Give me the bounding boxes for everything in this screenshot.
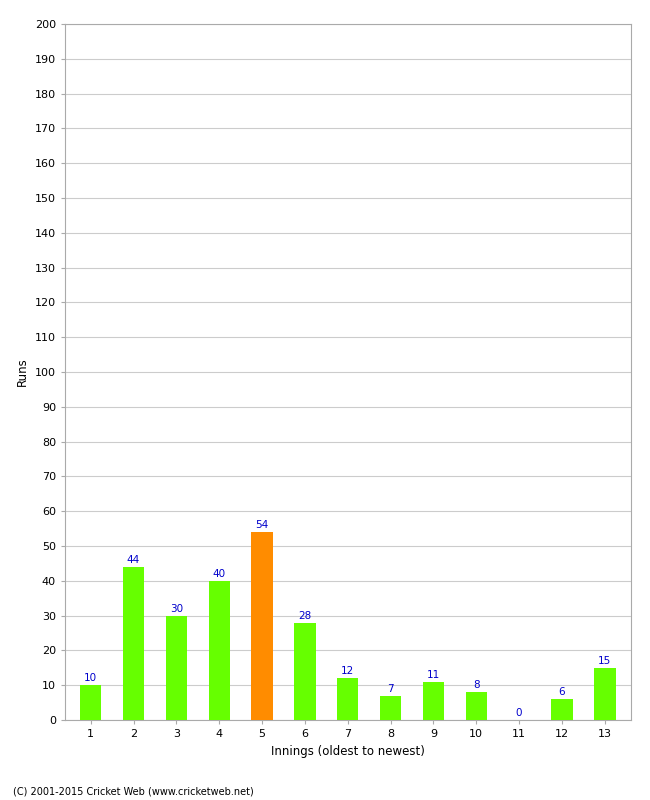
Bar: [551, 699, 573, 720]
Text: 28: 28: [298, 611, 311, 621]
Text: 8: 8: [473, 681, 480, 690]
Bar: [422, 682, 444, 720]
Bar: [294, 622, 316, 720]
Text: 0: 0: [516, 708, 523, 718]
Bar: [465, 692, 487, 720]
Bar: [166, 616, 187, 720]
Text: 54: 54: [255, 520, 268, 530]
Text: 10: 10: [84, 674, 98, 683]
X-axis label: Innings (oldest to newest): Innings (oldest to newest): [271, 745, 424, 758]
Text: 44: 44: [127, 555, 140, 565]
Text: 7: 7: [387, 684, 394, 694]
Bar: [380, 696, 401, 720]
Bar: [252, 532, 273, 720]
Text: 6: 6: [558, 687, 566, 698]
Bar: [594, 668, 616, 720]
Text: 15: 15: [598, 656, 612, 666]
Text: 12: 12: [341, 666, 354, 677]
Bar: [123, 567, 144, 720]
Y-axis label: Runs: Runs: [16, 358, 29, 386]
Text: 11: 11: [427, 670, 440, 680]
Bar: [80, 685, 101, 720]
Bar: [209, 581, 230, 720]
Text: 30: 30: [170, 604, 183, 614]
Text: 40: 40: [213, 569, 226, 579]
Bar: [337, 678, 358, 720]
Text: (C) 2001-2015 Cricket Web (www.cricketweb.net): (C) 2001-2015 Cricket Web (www.cricketwe…: [13, 786, 254, 796]
